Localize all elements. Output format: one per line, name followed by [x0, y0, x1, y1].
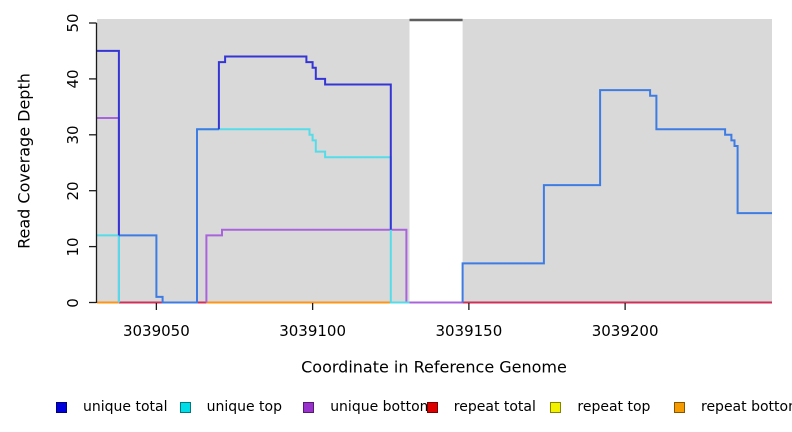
coverage-gap-band	[409, 19, 463, 303]
y-tick-label-30: 30	[64, 125, 82, 145]
legend-item-repeat-bottom: repeat bottom	[674, 394, 792, 420]
x-tick-label-3039050: 3039050	[122, 322, 190, 340]
series-unique-total-dark-seg1	[97, 49, 120, 236]
series-unique-total-azure-seg1	[118, 128, 219, 304]
legend: unique total unique top unique bottom repea…	[0, 394, 792, 422]
y-tick-label-0: 0	[64, 297, 82, 308]
legend-swatch-icon	[179, 401, 191, 413]
legend-swatch-icon	[56, 401, 67, 413]
legend-swatch-icon	[426, 401, 438, 413]
legend-label: unique top	[206, 399, 282, 415]
legend-label: unique bottom	[330, 399, 434, 415]
legend-swatch-icon	[550, 401, 562, 413]
y-axis-title: Read Coverage Depth	[14, 73, 34, 249]
legend-swatch-icon	[674, 401, 685, 413]
series-unique-total-azure-seg2	[461, 89, 772, 303]
legend-label: repeat bottom	[701, 399, 792, 415]
y-tick-label-10: 10	[64, 237, 82, 257]
y-tick-label-40: 40	[64, 69, 82, 89]
legend-item-unique-total: unique total	[56, 394, 167, 420]
legend-item-repeat-total: repeat total	[426, 394, 536, 420]
legend-swatch-icon	[303, 401, 315, 413]
x-tick-label-3039200: 3039200	[591, 322, 659, 340]
y-tick-label-50: 50	[64, 13, 82, 33]
x-tick-label-3039150: 3039150	[435, 322, 503, 340]
series-unique-total-dark-seg2	[217, 55, 392, 230]
x-tick-label-3039100: 3039100	[279, 322, 347, 340]
legend-item-unique-bottom: unique bottom	[303, 394, 433, 420]
x-axis-title: Coordinate in Reference Genome	[301, 357, 567, 377]
legend-label: unique total	[83, 399, 168, 415]
coverage-plot	[89, 18, 772, 310]
legend-label: repeat total	[453, 399, 536, 415]
legend-item-unique-top: unique top	[179, 394, 282, 420]
y-tick-label-20: 20	[64, 181, 82, 201]
legend-label: repeat top	[577, 399, 651, 415]
legend-item-repeat-top: repeat top	[550, 394, 650, 420]
